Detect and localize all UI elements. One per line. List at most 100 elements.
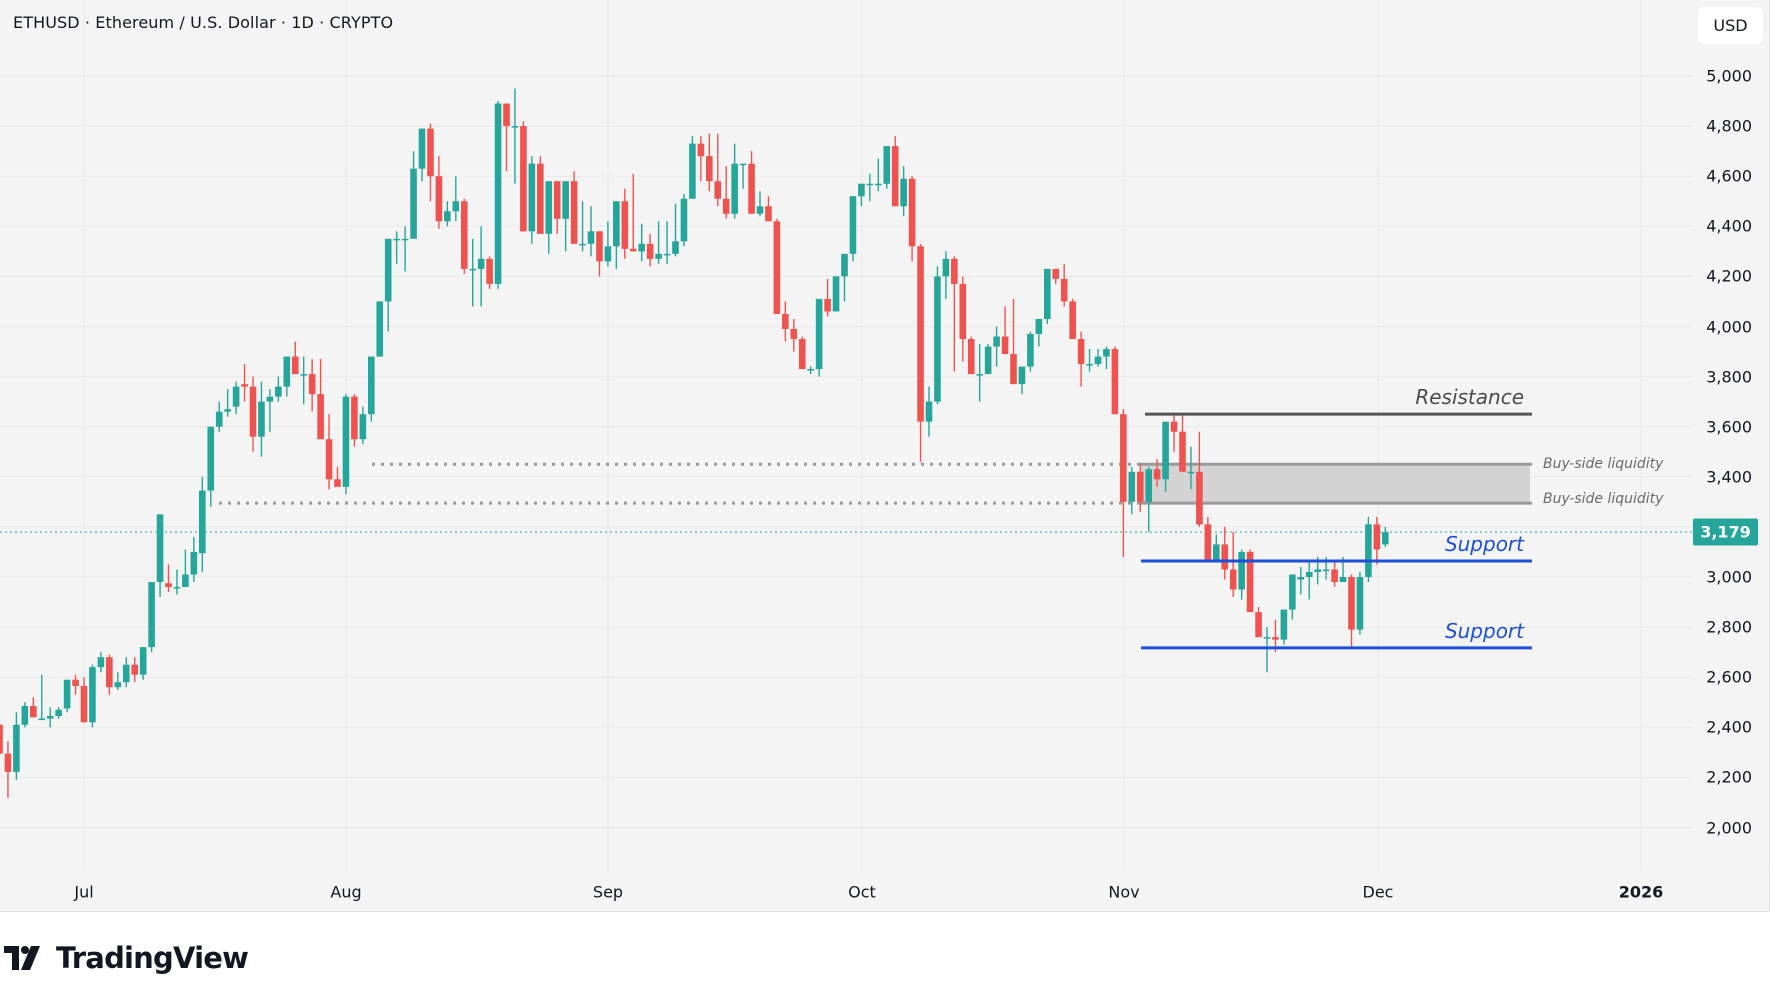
candle-body bbox=[908, 178, 916, 247]
candle-body bbox=[604, 246, 612, 262]
candle-body bbox=[1077, 339, 1085, 365]
candle-body bbox=[959, 283, 967, 340]
candle-body bbox=[1094, 356, 1102, 365]
candle-body bbox=[1272, 637, 1279, 640]
candle-body bbox=[1187, 471, 1195, 474]
candle-body bbox=[232, 386, 240, 407]
candle-body bbox=[266, 396, 274, 402]
candle-body bbox=[1196, 471, 1203, 525]
candle-body bbox=[503, 103, 510, 127]
price-tick-label: 4,600 bbox=[1706, 166, 1752, 186]
candle-body bbox=[815, 298, 823, 370]
candle-body bbox=[1044, 268, 1051, 319]
candle-body bbox=[520, 126, 527, 232]
candle-body bbox=[553, 181, 561, 219]
candle-body bbox=[114, 682, 122, 688]
candle-body bbox=[942, 258, 950, 277]
candle-body bbox=[486, 258, 493, 284]
candle-body bbox=[460, 201, 468, 269]
candle-body bbox=[680, 198, 688, 242]
chart-panel[interactable]: ETHUSD · Ethereum / U.S. Dollar · 1D · C… bbox=[0, 0, 1770, 912]
candle-body bbox=[376, 301, 384, 357]
tradingview-logo[interactable]: TradingView bbox=[4, 940, 249, 976]
candle-body bbox=[993, 336, 1000, 347]
price-tick-label: 3,600 bbox=[1706, 417, 1752, 437]
price-tick-label: 3,800 bbox=[1706, 367, 1752, 387]
price-tick-label: 3,400 bbox=[1706, 467, 1752, 487]
time-tick-label: Aug bbox=[330, 882, 362, 902]
price-tick-label: 5,000 bbox=[1706, 66, 1752, 86]
candle-body bbox=[1255, 612, 1262, 638]
time-tick-label: 2026 bbox=[1618, 882, 1664, 902]
candle-body bbox=[925, 401, 933, 422]
candle-body bbox=[72, 679, 79, 686]
candle-body bbox=[1373, 524, 1381, 550]
candle-body bbox=[706, 156, 713, 182]
candle-body bbox=[1339, 577, 1347, 583]
candle-body bbox=[1213, 544, 1220, 560]
candle-body bbox=[917, 246, 924, 422]
candle-body bbox=[224, 409, 231, 412]
candle-body bbox=[1153, 469, 1161, 480]
candle-body bbox=[55, 709, 62, 717]
candle-body bbox=[1365, 524, 1372, 577]
candle-body bbox=[900, 178, 907, 207]
last-price-badge: 3,179 bbox=[1693, 518, 1758, 546]
candle-body bbox=[165, 583, 172, 588]
price-tick-label: 2,000 bbox=[1706, 818, 1752, 837]
candle-body bbox=[1331, 569, 1338, 583]
candle-body bbox=[410, 168, 417, 239]
candle-body bbox=[0, 724, 3, 754]
candle-body bbox=[891, 146, 899, 207]
price-tick-label: 2,800 bbox=[1706, 617, 1752, 637]
candle-body bbox=[148, 582, 155, 648]
symbol-title[interactable]: ETHUSD · Ethereum / U.S. Dollar · 1D · C… bbox=[13, 13, 394, 32]
candle-body bbox=[1314, 569, 1321, 572]
candle-body bbox=[401, 238, 409, 241]
candle-body bbox=[638, 243, 645, 252]
candle-body bbox=[1280, 609, 1288, 640]
candle-body bbox=[858, 183, 865, 197]
candle-body bbox=[139, 647, 147, 675]
candle-body bbox=[63, 679, 71, 709]
candle-body bbox=[1289, 574, 1296, 610]
candle-body bbox=[1111, 349, 1119, 415]
candle-body bbox=[1356, 577, 1364, 630]
time-tick-label: Nov bbox=[1108, 882, 1140, 902]
candle-body bbox=[756, 206, 764, 214]
candle-body bbox=[334, 479, 341, 487]
candle-body bbox=[38, 718, 46, 721]
candle-body bbox=[1322, 569, 1330, 571]
price-tick-label: 4,800 bbox=[1706, 116, 1752, 136]
candle-body bbox=[46, 716, 54, 719]
candle-body bbox=[1229, 569, 1237, 590]
candle-body bbox=[275, 386, 282, 397]
candle-body bbox=[1069, 301, 1076, 340]
candle-body bbox=[1120, 414, 1127, 502]
candle-body bbox=[106, 657, 113, 688]
candle-body bbox=[883, 146, 891, 184]
candle-body bbox=[1204, 524, 1212, 560]
candle-body bbox=[1179, 431, 1186, 472]
candle-body bbox=[596, 231, 603, 262]
candle-body bbox=[13, 724, 20, 772]
candle-body bbox=[511, 126, 519, 128]
candle-body bbox=[215, 411, 223, 427]
candle-body bbox=[452, 201, 460, 212]
candle-body bbox=[444, 211, 451, 222]
currency-button[interactable]: USD bbox=[1698, 7, 1763, 44]
candlestick-chart[interactable] bbox=[0, 0, 1770, 912]
candle-body bbox=[655, 253, 662, 259]
candle-body bbox=[672, 241, 679, 254]
candle-body bbox=[875, 183, 882, 186]
candle-body bbox=[807, 369, 814, 371]
candle-body bbox=[790, 329, 798, 340]
candle-body bbox=[1305, 571, 1313, 577]
price-tick-label: 2,600 bbox=[1706, 667, 1752, 687]
candle-body bbox=[722, 198, 730, 214]
candle-body bbox=[477, 258, 485, 269]
candle-body bbox=[798, 339, 806, 370]
candle-body bbox=[190, 551, 198, 575]
candle-body bbox=[182, 574, 189, 588]
candle-body bbox=[1263, 637, 1271, 639]
